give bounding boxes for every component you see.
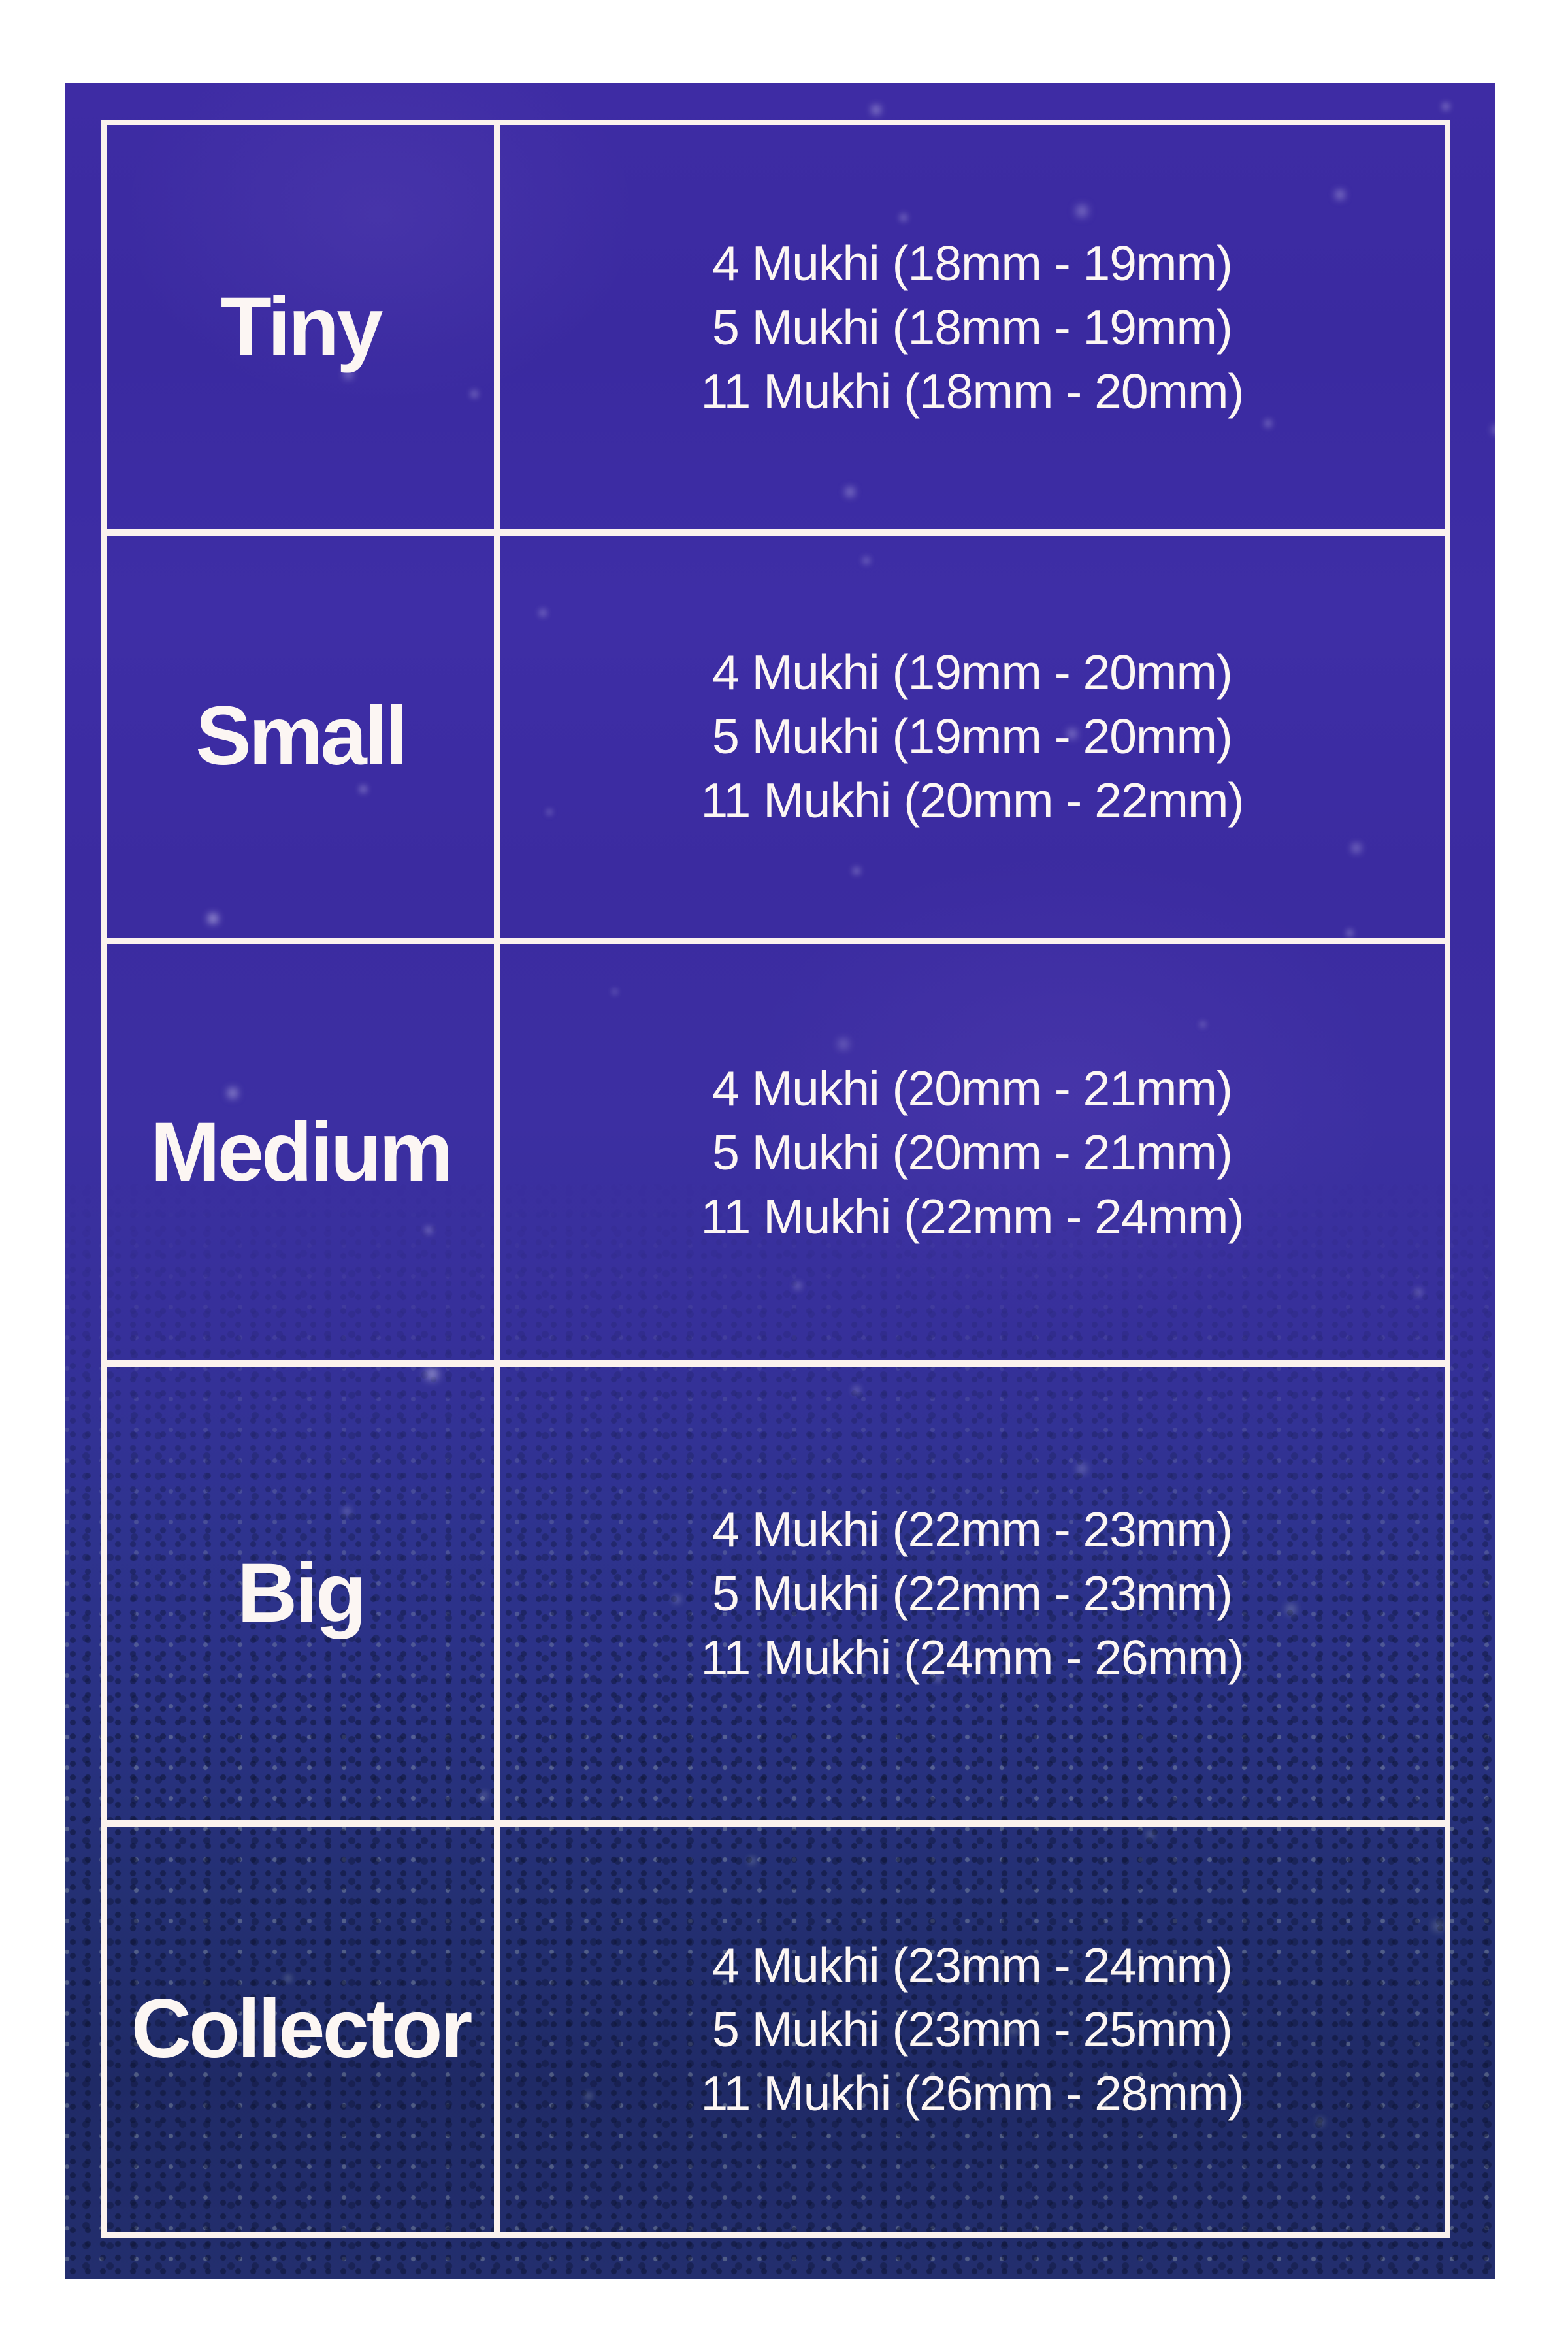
background-light-flecks — [65, 83, 67, 84]
spec-line: 5 Mukhi (20mm - 21mm) — [712, 1124, 1233, 1180]
spec-line: 5 Mukhi (23mm - 25mm) — [712, 2002, 1233, 2057]
size-label-cell: Tiny — [107, 125, 500, 529]
size-spec-cell: 4 Mukhi (20mm - 21mm) 5 Mukhi (20mm - 21… — [500, 944, 1445, 1360]
purple-photo-panel: Tiny 4 Mukhi (18mm - 19mm) 5 Mukhi (18mm… — [65, 83, 1495, 2279]
spec-line: 4 Mukhi (23mm - 24mm) — [712, 1938, 1233, 1993]
size-label: Collector — [131, 1982, 473, 2076]
size-spec-cell: 4 Mukhi (18mm - 19mm) 5 Mukhi (18mm - 19… — [500, 125, 1445, 529]
spec-line: 11 Mukhi (24mm - 26mm) — [700, 1630, 1245, 1686]
table-row-big: Big 4 Mukhi (22mm - 23mm) 5 Mukhi (22mm … — [107, 1367, 1445, 1827]
size-spec-cell: 4 Mukhi (23mm - 24mm) 5 Mukhi (23mm - 25… — [500, 1827, 1445, 2232]
size-label-cell: Small — [107, 535, 500, 938]
spec-line: 11 Mukhi (18mm - 20mm) — [700, 363, 1245, 419]
spec-line: 11 Mukhi (26mm - 28mm) — [700, 2066, 1245, 2121]
spec-lines: 4 Mukhi (20mm - 21mm) 5 Mukhi (20mm - 21… — [700, 1056, 1245, 1249]
spec-line: 4 Mukhi (22mm - 23mm) — [712, 1502, 1233, 1558]
spec-line: 5 Mukhi (18mm - 19mm) — [712, 299, 1233, 355]
spec-lines: 4 Mukhi (18mm - 19mm) 5 Mukhi (18mm - 19… — [700, 231, 1245, 423]
background-grain-texture — [65, 83, 1495, 2279]
table-row-medium: Medium 4 Mukhi (20mm - 21mm) 5 Mukhi (20… — [107, 943, 1445, 1367]
size-spec-cell: 4 Mukhi (22mm - 23mm) 5 Mukhi (22mm - 23… — [500, 1367, 1445, 1820]
size-label: Small — [195, 689, 408, 783]
spec-lines: 4 Mukhi (22mm - 23mm) 5 Mukhi (22mm - 23… — [700, 1497, 1245, 1690]
spec-lines: 4 Mukhi (23mm - 24mm) 5 Mukhi (23mm - 25… — [700, 1933, 1245, 2125]
size-spec-cell: 4 Mukhi (19mm - 20mm) 5 Mukhi (19mm - 20… — [500, 536, 1445, 938]
spec-line: 11 Mukhi (22mm - 24mm) — [700, 1188, 1245, 1244]
size-label-cell: Big — [107, 1367, 500, 1821]
size-label-cell: Medium — [107, 943, 500, 1361]
table-row-small: Small 4 Mukhi (19mm - 20mm) 5 Mukhi (19m… — [107, 535, 1445, 944]
spec-line: 11 Mukhi (20mm - 22mm) — [700, 773, 1245, 828]
table-row-collector: Collector 4 Mukhi (23mm - 24mm) 5 Mukhi … — [107, 1827, 1445, 2232]
size-label: Big — [237, 1546, 367, 1641]
size-chart-table: Tiny 4 Mukhi (18mm - 19mm) 5 Mukhi (18mm… — [101, 120, 1450, 2238]
size-label: Tiny — [220, 280, 384, 374]
size-label-cell: Collector — [107, 1827, 500, 2232]
spec-line: 4 Mukhi (20mm - 21mm) — [712, 1060, 1233, 1116]
spec-line: 5 Mukhi (19mm - 20mm) — [712, 709, 1233, 764]
spec-line: 4 Mukhi (19mm - 20mm) — [712, 645, 1233, 700]
size-label: Medium — [150, 1105, 453, 1199]
spec-line: 4 Mukhi (18mm - 19mm) — [712, 235, 1233, 291]
spec-lines: 4 Mukhi (19mm - 20mm) 5 Mukhi (19mm - 20… — [700, 640, 1245, 832]
table-row-tiny: Tiny 4 Mukhi (18mm - 19mm) 5 Mukhi (18mm… — [107, 125, 1445, 536]
spec-line: 5 Mukhi (22mm - 23mm) — [712, 1566, 1233, 1622]
